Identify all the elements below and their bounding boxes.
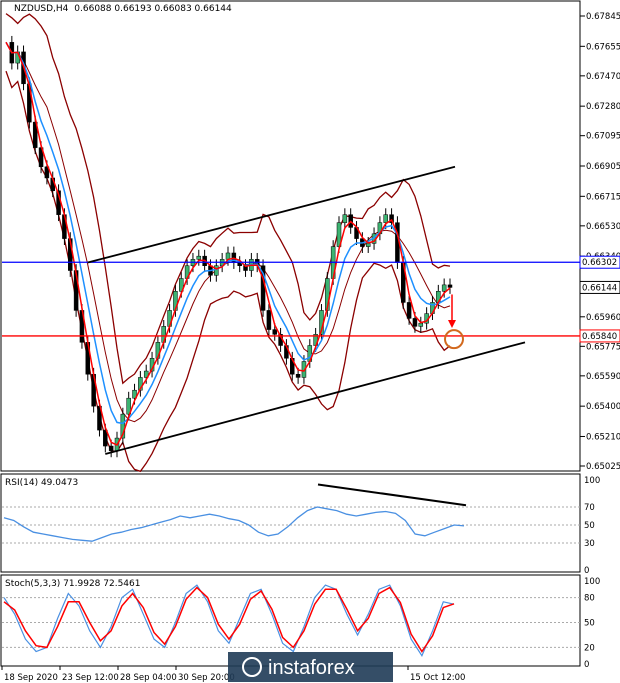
candle-body	[143, 370, 149, 378]
x-tick-label: 30 Sep 20:00	[178, 673, 235, 683]
x-tick-label: 23 Sep 12:00	[62, 673, 119, 683]
rsi-tick-label: 100	[584, 476, 600, 486]
candle-body	[342, 214, 348, 223]
channel-lower-line	[105, 341, 526, 455]
candle-body	[389, 214, 394, 223]
stoch-tick-label: 20	[584, 643, 595, 653]
rsi-divergence-line	[317, 483, 467, 507]
candle-body	[383, 214, 388, 223]
candle-body	[108, 445, 114, 452]
y-tick-label: 0.67095	[586, 132, 620, 142]
candle-body	[266, 310, 272, 330]
watermark-logo-icon	[242, 657, 262, 677]
candle-body	[301, 361, 307, 378]
candle-body	[295, 373, 301, 378]
watermark-text: instaforex	[268, 657, 355, 679]
support-price-tag	[579, 329, 620, 343]
down-arrow-head-icon	[448, 319, 456, 328]
y-tick-label: 0.65960	[586, 313, 620, 323]
moving-average-fast	[5, 41, 451, 446]
y-tick-label: 0.65025	[586, 462, 620, 472]
rsi-layer: 100 70 50 30 0	[2, 476, 600, 576]
candle-body	[179, 278, 184, 292]
y-tick-label: 0.66530	[586, 222, 620, 232]
last-price-price-label: 0.66144	[582, 283, 617, 293]
rsi-line	[3, 506, 465, 542]
stoch-panel	[0, 574, 581, 667]
y-tick-label: 0.67655	[586, 42, 620, 52]
candle-body	[447, 284, 453, 288]
channel-upper-line	[87, 165, 456, 264]
stoch-tick-label: 0	[584, 660, 589, 670]
y-tick-label: 0.65210	[586, 432, 620, 442]
rsi-tick-label: 0	[584, 566, 589, 576]
ohlc-values: 0.66088 0.66193 0.66083 0.66144	[74, 4, 232, 14]
stoch-tick-label: 80	[584, 594, 595, 604]
y-tick-label: 0.66715	[586, 192, 620, 202]
candle-body	[103, 429, 108, 447]
support-price-label: 0.65840	[582, 332, 617, 342]
y-tick-label: 0.65590	[586, 372, 620, 382]
y-tick-label: 0.65775	[586, 342, 620, 352]
candle-body	[272, 329, 277, 335]
price-header: NZDUSD,H4 0.66088 0.66193 0.66083 0.6614…	[14, 4, 232, 14]
candle-body	[44, 166, 50, 179]
x-tick-label: 18 Sep 2020	[4, 673, 58, 683]
last-price-price-tag	[579, 280, 620, 294]
rsi-tick-label: 70	[584, 503, 595, 513]
moving-average-slow	[5, 41, 451, 425]
y-tick-label: 0.67470	[586, 72, 620, 82]
y-tick-label: 0.66905	[586, 162, 620, 172]
candle-body	[418, 322, 424, 327]
y-tick-label: 0.67280	[586, 102, 620, 112]
watermark-box	[228, 652, 393, 682]
rsi-header: RSI(14) 49.0473	[5, 478, 78, 488]
bollinger-upper	[5, 13, 451, 385]
candle-body	[214, 265, 219, 276]
candle-body	[441, 284, 447, 292]
rsi-panel	[0, 473, 581, 573]
x-tick-label: 15 Oct 12:00	[410, 673, 465, 683]
price-layer: 0.67845 0.67655 0.67470 0.67280 0.67095 0.669…	[1, 12, 620, 683]
y-tick-label: 0.65400	[586, 402, 620, 412]
x-tick-label: 28 Sep 04:00	[120, 673, 177, 683]
target-circle-icon	[444, 329, 464, 350]
resistance-price-tag	[579, 255, 620, 269]
y-tick-label: 0.67845	[586, 12, 620, 22]
stoch-header: Stoch(5,3,3) 71.9928 72.5461	[5, 579, 140, 589]
price-panel	[0, 0, 581, 472]
candle-body	[365, 243, 371, 247]
rsi-tick-label: 30	[584, 539, 595, 549]
stoch-tick-label: 100	[584, 577, 600, 587]
stoch-layer: 100 80 50 20 0	[2, 577, 600, 670]
candle-body	[406, 302, 412, 319]
stoch-tick-label: 50	[584, 619, 595, 629]
stoch-signal-line	[3, 586, 455, 653]
candle-body	[412, 318, 418, 327]
rsi-tick-label: 50	[584, 521, 595, 531]
candle-body	[196, 255, 202, 260]
candle-body	[132, 389, 137, 399]
stoch-main-line	[3, 584, 455, 657]
candle-body	[32, 121, 38, 148]
candle-body	[126, 397, 131, 415]
resistance-price-label: 0.66302	[582, 258, 617, 268]
